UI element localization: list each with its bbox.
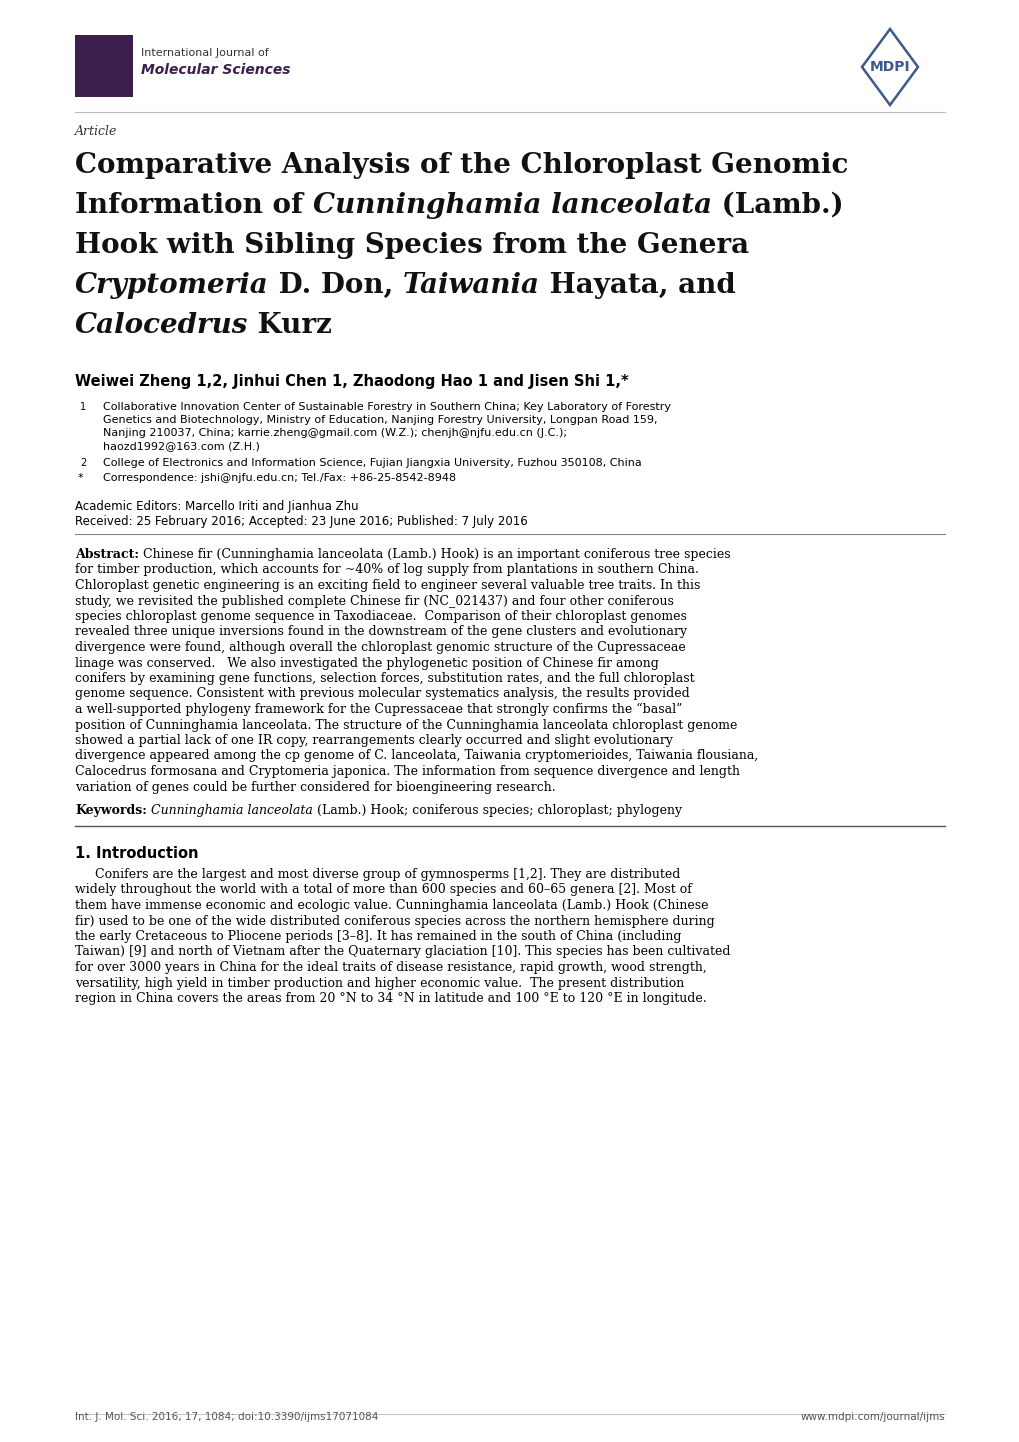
Text: D. Don,: D. Don, <box>268 273 403 298</box>
Text: position of Cunninghamia lanceolata. The structure of the Cunninghamia lanceolat: position of Cunninghamia lanceolata. The… <box>75 718 737 731</box>
Text: 2: 2 <box>79 459 87 469</box>
Text: for over 3000 years in China for the ideal traits of disease resistance, rapid g: for over 3000 years in China for the ide… <box>75 960 706 973</box>
Text: Genetics and Biotechnology, Ministry of Education, Nanjing Forestry University, : Genetics and Biotechnology, Ministry of … <box>103 415 657 425</box>
Text: linage was conserved.   We also investigated the phylogenetic position of Chines: linage was conserved. We also investigat… <box>75 656 658 669</box>
Text: Received: 25 February 2016; Accepted: 23 June 2016; Published: 7 July 2016: Received: 25 February 2016; Accepted: 23… <box>75 515 527 528</box>
Text: Taiwan) [9] and north of Vietnam after the Quaternary glaciation [10]. This spec: Taiwan) [9] and north of Vietnam after t… <box>75 946 730 959</box>
Text: Academic Editors: Marcello Iriti and Jianhua Zhu: Academic Editors: Marcello Iriti and Jia… <box>75 500 359 513</box>
Text: widely throughout the world with a total of more than 600 species and 60–65 gene: widely throughout the world with a total… <box>75 884 691 897</box>
Text: Int. J. Mol. Sci. 2016, 17, 1084; doi:10.3390/ijms17071084: Int. J. Mol. Sci. 2016, 17, 1084; doi:10… <box>75 1412 378 1422</box>
Text: Calocedrus formosana and Cryptomeria japonica. The information from sequence div: Calocedrus formosana and Cryptomeria jap… <box>75 766 739 779</box>
Text: Taiwania: Taiwania <box>403 273 539 298</box>
Text: genome sequence. Consistent with previous molecular systematics analysis, the re: genome sequence. Consistent with previou… <box>75 688 689 701</box>
Text: Molecular Sciences: Molecular Sciences <box>141 63 290 76</box>
Text: Chloroplast genetic engineering is an exciting field to engineer several valuabl: Chloroplast genetic engineering is an ex… <box>75 580 700 593</box>
Text: Keywords:: Keywords: <box>75 805 147 818</box>
Text: 1: 1 <box>79 402 86 412</box>
FancyBboxPatch shape <box>75 35 132 97</box>
Text: MDPI: MDPI <box>869 61 909 74</box>
Text: Nanjing 210037, China; karrie.zheng@gmail.com (W.Z.); chenjh@njfu.edu.cn (J.C.);: Nanjing 210037, China; karrie.zheng@gmai… <box>103 428 567 438</box>
Text: the early Cretaceous to Pliocene periods [3–8]. It has remained in the south of : the early Cretaceous to Pliocene periods… <box>75 930 681 943</box>
Text: (Lamb.): (Lamb.) <box>711 192 843 219</box>
Text: College of Electronics and Information Science, Fujian Jiangxia University, Fuzh: College of Electronics and Information S… <box>103 459 641 469</box>
Text: variation of genes could be further considered for bioengineering research.: variation of genes could be further cons… <box>75 780 555 793</box>
Text: revealed three unique inversions found in the downstream of the gene clusters an: revealed three unique inversions found i… <box>75 626 687 639</box>
Text: for timber production, which accounts for ~40% of log supply from plantations in: for timber production, which accounts fo… <box>75 564 698 577</box>
Text: Conifers are the largest and most diverse group of gymnosperms [1,2]. They are d: Conifers are the largest and most divers… <box>75 868 680 881</box>
Text: species chloroplast genome sequence in Taxodiaceae.  Comparison of their chlorop: species chloroplast genome sequence in T… <box>75 610 686 623</box>
Text: Abstract:: Abstract: <box>75 548 139 561</box>
Text: *: * <box>77 473 84 483</box>
Text: them have immense economic and ecologic value. Cunninghamia lanceolata (Lamb.) H: them have immense economic and ecologic … <box>75 898 708 911</box>
Text: Weiwei Zheng 1,2, Jinhui Chen 1, Zhaodong Hao 1 and Jisen Shi 1,*: Weiwei Zheng 1,2, Jinhui Chen 1, Zhaodon… <box>75 373 628 389</box>
Text: Kurz: Kurz <box>249 311 332 339</box>
Text: Cryptomeria: Cryptomeria <box>75 273 268 298</box>
Text: Chinese fir (Cunninghamia lanceolata (Lamb.) Hook) is an important coniferous tr: Chinese fir (Cunninghamia lanceolata (La… <box>139 548 730 561</box>
Text: showed a partial lack of one IR copy, rearrangements clearly occurred and slight: showed a partial lack of one IR copy, re… <box>75 734 673 747</box>
Text: study, we revisited the published complete Chinese fir (NC_021437) and four othe: study, we revisited the published comple… <box>75 594 674 607</box>
Text: (Lamb.) Hook; coniferous species; chloroplast; phylogeny: (Lamb.) Hook; coniferous species; chloro… <box>313 805 682 818</box>
Text: 1. Introduction: 1. Introduction <box>75 846 199 861</box>
Text: International Journal of: International Journal of <box>141 48 268 58</box>
Text: Calocedrus: Calocedrus <box>75 311 249 339</box>
Text: Cunninghamia lanceolata: Cunninghamia lanceolata <box>151 805 313 818</box>
Text: divergence were found, although overall the chloroplast genomic structure of the: divergence were found, although overall … <box>75 642 685 655</box>
Text: Article: Article <box>75 125 117 138</box>
Text: divergence appeared among the cp genome of C. lanceolata, Taiwania cryptomerioid: divergence appeared among the cp genome … <box>75 750 757 763</box>
Text: Cunninghamia lanceolata: Cunninghamia lanceolata <box>312 192 711 219</box>
Text: Hayata, and: Hayata, and <box>539 273 735 298</box>
Text: Correspondence: jshi@njfu.edu.cn; Tel./Fax: +86-25-8542-8948: Correspondence: jshi@njfu.edu.cn; Tel./F… <box>103 473 455 483</box>
Text: haozd1992@163.com (Z.H.): haozd1992@163.com (Z.H.) <box>103 441 260 451</box>
Text: www.mdpi.com/journal/ijms: www.mdpi.com/journal/ijms <box>800 1412 944 1422</box>
Text: Information of: Information of <box>75 192 312 219</box>
Text: Hook with Sibling Species from the Genera: Hook with Sibling Species from the Gener… <box>75 232 748 260</box>
Text: region in China covers the areas from 20 °N to 34 °N in latitude and 100 °E to 1: region in China covers the areas from 20… <box>75 992 706 1005</box>
Text: fir) used to be one of the wide distributed coniferous species across the northe: fir) used to be one of the wide distribu… <box>75 914 714 927</box>
Text: conifers by examining gene functions, selection forces, substitution rates, and : conifers by examining gene functions, se… <box>75 672 694 685</box>
Text: a well-supported phylogeny framework for the Cupressaceae that strongly confirms: a well-supported phylogeny framework for… <box>75 704 682 717</box>
Text: Comparative Analysis of the Chloroplast Genomic: Comparative Analysis of the Chloroplast … <box>75 151 848 179</box>
Text: versatility, high yield in timber production and higher economic value.  The pre: versatility, high yield in timber produc… <box>75 976 684 989</box>
Text: Collaborative Innovation Center of Sustainable Forestry in Southern China; Key L: Collaborative Innovation Center of Susta… <box>103 402 671 412</box>
